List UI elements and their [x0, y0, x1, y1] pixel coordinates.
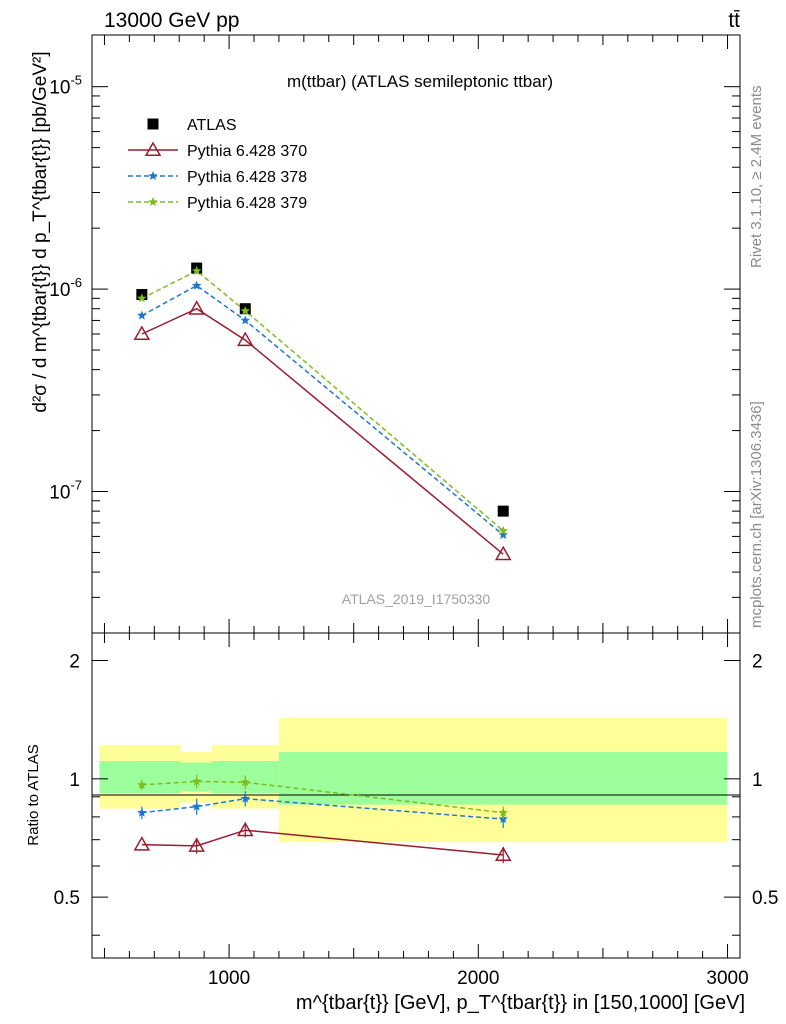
ratio-point-1 [236, 821, 254, 837]
x-tick-label: 2000 [457, 968, 499, 989]
ratio-point-2 [191, 801, 202, 811]
ratio-point-3 [191, 776, 202, 786]
legend-marker-0 [147, 118, 159, 130]
legend-marker-3 [148, 197, 158, 207]
main-panel: m(ttbar) (ATLAS semileptonic ttbar) ATLA… [30, 34, 741, 634]
data-point-3 [240, 305, 251, 315]
ratio-panel: Ratio to ATLAS m^{tbar{t}} [GeV], p_T^{t… [25, 632, 778, 1014]
ratio-point-3 [498, 807, 508, 817]
x-tick-label: 3000 [706, 968, 748, 989]
rivet-label: Rivet 3.1.10, ≥ 2.4M events [748, 86, 765, 269]
legend-label-3: Pythia 6.428 379 [187, 195, 307, 212]
legend-label-0: ATLAS [187, 117, 237, 134]
ratio-point-1 [494, 846, 512, 861]
ratio-line-2 [141, 797, 504, 820]
series-line-3 [141, 270, 504, 532]
legend-label-2: Pythia 6.428 378 [187, 169, 307, 186]
data-point-3 [191, 265, 202, 275]
data-point-0 [497, 505, 509, 517]
ratio-y-tick-label-right: 2 [752, 652, 763, 673]
data-point-1 [494, 545, 512, 561]
main-title: m(ttbar) (ATLAS semileptonic ttbar) [287, 72, 553, 91]
series-line-1 [141, 307, 504, 555]
data-point-1 [188, 300, 205, 315]
data-point-1 [236, 331, 254, 347]
ratio-line-1 [141, 829, 504, 856]
data-point-3 [137, 293, 147, 303]
ratio-point-2 [137, 807, 147, 817]
ratio-y-tick-label-left: 2 [69, 652, 80, 673]
series-line-2 [141, 284, 504, 536]
data-point-2 [137, 310, 147, 320]
ratio-y-tick-label-right: 0.5 [752, 888, 778, 909]
legend-marker-2 [148, 171, 158, 181]
ratio-point-2 [240, 793, 251, 803]
y-tick-label: 10-5 [49, 73, 82, 99]
ratio-point-3 [137, 779, 147, 789]
ratio-y-tick-label-right: 1 [752, 770, 763, 791]
uncertainty-band-inner [180, 762, 212, 792]
ratio-point-1 [188, 837, 205, 852]
y-axis-label: d²σ / d m^{tbar{t}} d p_T^{tbar{t}} [pb/… [30, 51, 51, 412]
ratio-point-1 [133, 836, 151, 851]
ratio-y-tick-label-left: 1 [69, 770, 80, 791]
data-point-2 [191, 280, 202, 290]
y-tick-label: 10-7 [49, 478, 82, 504]
data-point-2 [498, 529, 508, 540]
x-tick-label: 1000 [208, 968, 250, 989]
ratio-line-3 [141, 780, 504, 814]
header-process: 13000 GeV pp [104, 9, 239, 32]
ratio-y-tick-label-left: 0.5 [54, 888, 80, 909]
uncertainty-band-inner [278, 752, 728, 805]
data-point-1 [133, 325, 151, 340]
x-axis-label: m^{tbar{t}} [GeV], p_T^{tbar{t}} in [150… [296, 992, 745, 1014]
legend-label-1: Pythia 6.428 370 [187, 143, 307, 160]
watermark: ATLAS_2019_I1750330 [342, 591, 491, 607]
ratio-point-3 [240, 777, 251, 787]
header-final-state: tt̄ [728, 9, 740, 32]
data-point-3 [498, 525, 508, 535]
y-tick-label: 10-6 [49, 275, 82, 301]
legend-marker-1 [144, 141, 162, 156]
mcplots-label: mcplots.cern.ch [arXiv:1306.3436] [748, 401, 765, 628]
ratio-y-axis-label: Ratio to ATLAS [25, 744, 42, 845]
data-point-2 [240, 315, 251, 325]
